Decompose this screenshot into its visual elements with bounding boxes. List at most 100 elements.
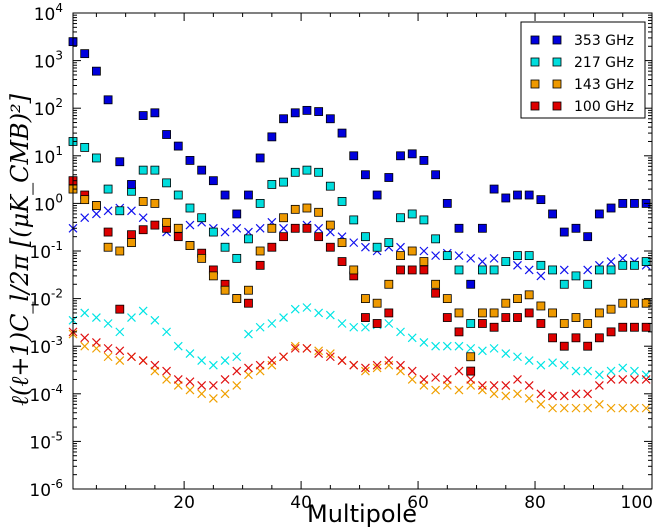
data-point: [244, 190, 253, 200]
data-point: [360, 242, 370, 252]
data-point: [384, 319, 394, 328]
x-tick-label: 100: [621, 493, 653, 513]
data-point: [349, 238, 359, 248]
legend-marker: [552, 35, 562, 45]
data-point: [314, 346, 324, 356]
data-point: [127, 230, 136, 240]
data-point: [372, 360, 382, 370]
data-point: [244, 363, 253, 373]
data-point: [489, 253, 499, 263]
data-point: [150, 165, 160, 175]
data-point: [290, 341, 300, 351]
data-point: [442, 341, 452, 351]
data-point: [138, 356, 148, 365]
data-point: [267, 360, 277, 370]
data-point: [477, 223, 487, 233]
data-point: [454, 385, 464, 395]
data-point: [255, 153, 265, 163]
data-point: [548, 265, 557, 275]
data-point: [501, 380, 511, 390]
data-point: [173, 375, 183, 384]
data-point: [220, 227, 230, 237]
data-point: [372, 363, 382, 373]
data-point: [244, 285, 253, 295]
data-point: [302, 343, 312, 353]
data-point: [606, 265, 616, 275]
x-tick-label: 40: [290, 493, 312, 513]
data-point: [232, 209, 242, 219]
data-point: [442, 313, 452, 322]
data-point: [618, 403, 628, 413]
data-point: [407, 265, 417, 275]
data-point: [208, 393, 218, 403]
data-point: [594, 308, 604, 318]
data-point: [290, 304, 300, 314]
data-point: [606, 375, 616, 384]
data-point: [384, 173, 394, 182]
data-point: [618, 363, 628, 373]
data-point: [384, 360, 394, 370]
data-point: [454, 308, 464, 318]
data-point: [255, 360, 265, 370]
data-point: [302, 203, 312, 213]
data-point: [361, 294, 370, 304]
data-point: [431, 373, 441, 382]
data-point: [630, 375, 639, 384]
data-point: [618, 260, 628, 270]
data-point: [513, 251, 522, 261]
data-point: [279, 223, 288, 233]
data-point: [244, 234, 253, 244]
data-point: [115, 206, 125, 216]
data-point: [630, 322, 639, 332]
data-point: [396, 242, 405, 252]
data-point: [360, 363, 370, 373]
data-point: [255, 260, 265, 270]
data-point: [185, 241, 195, 250]
data-point: [267, 132, 277, 142]
data-point: [431, 279, 441, 289]
data-point: [501, 349, 511, 358]
data-point: [267, 223, 277, 233]
data-point: [606, 403, 616, 413]
data-point: [466, 352, 476, 362]
data-point: [594, 370, 604, 380]
data-point: [325, 181, 335, 191]
data-point: [384, 308, 394, 318]
data-point: [641, 375, 651, 384]
data-point: [454, 341, 464, 351]
data-point: [162, 130, 171, 139]
data-point: [244, 370, 253, 380]
data-point: [630, 403, 639, 413]
data-point: [337, 197, 347, 206]
data-point: [513, 260, 522, 270]
data-point: [513, 375, 522, 384]
data-point: [138, 111, 148, 120]
data-point: [594, 333, 604, 343]
data-point: [302, 223, 312, 233]
data-point: [524, 251, 534, 261]
y-tick-label: 104: [34, 1, 63, 25]
data-point: [536, 360, 546, 370]
data-point: [220, 375, 230, 384]
data-point: [208, 227, 218, 237]
data-point: [232, 294, 242, 304]
data-point: [314, 308, 324, 318]
data-point: [232, 223, 242, 233]
data-point: [290, 108, 300, 118]
data-point: [115, 157, 125, 167]
data-point: [630, 366, 639, 376]
data-point: [501, 298, 511, 308]
data-point: [466, 375, 476, 384]
data-point: [466, 319, 476, 328]
data-point: [337, 356, 347, 365]
data-point: [407, 375, 417, 384]
data-point: [80, 195, 90, 205]
data-point: [618, 198, 628, 208]
data-point: [80, 49, 90, 59]
data-point: [314, 232, 324, 242]
data-point: [477, 308, 487, 318]
data-point: [360, 366, 370, 376]
data-point: [501, 313, 511, 322]
data-point: [232, 352, 242, 362]
data-point: [337, 238, 347, 248]
